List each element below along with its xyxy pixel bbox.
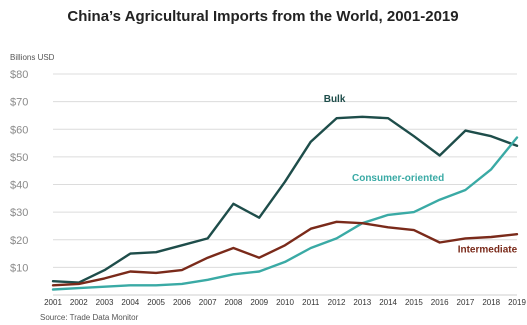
- x-tick-label: 2019: [508, 298, 526, 307]
- x-tick-label: 2010: [276, 298, 294, 307]
- series-line-consumer-oriented: [51, 136, 519, 291]
- series-line-bulk: [51, 115, 519, 284]
- x-tick-label: 2012: [328, 298, 346, 307]
- unit-label: Billions USD: [10, 53, 55, 62]
- y-axis-ticks: $80 $70 $60 $50 $40 $30 $20 $10: [10, 69, 28, 274]
- x-tick-label: 2007: [199, 298, 217, 307]
- y-tick-label: $40: [10, 180, 28, 192]
- y-tick-label: $50: [10, 152, 28, 164]
- x-tick-label: 2011: [302, 298, 320, 307]
- x-tick-label: 2017: [457, 298, 475, 307]
- x-tick-label: 2014: [379, 298, 397, 307]
- y-tick-label: $20: [10, 235, 28, 247]
- x-tick-label: 2013: [353, 298, 371, 307]
- series-labels: Bulk Consumer-oriented Intermediate: [324, 94, 518, 255]
- x-tick-label: 2001: [44, 298, 62, 307]
- series-line-intermediate: [51, 220, 519, 287]
- x-axis-ticks: 2001 2002 2003 2004 2005 2006 2007 2008 2009 2010…: [44, 298, 526, 307]
- y-tick-label: $80: [10, 69, 28, 81]
- x-tick-label: 2006: [173, 298, 191, 307]
- series-label-consumer-oriented: Consumer-oriented: [352, 173, 444, 184]
- x-tick-label: 2002: [70, 298, 88, 307]
- series-lines: [51, 115, 519, 291]
- source-note: Source: Trade Data Monitor: [40, 313, 139, 322]
- x-tick-label: 2004: [121, 298, 139, 307]
- x-tick-label: 2005: [147, 298, 165, 307]
- y-tick-label: $30: [10, 207, 28, 219]
- y-tick-label: $10: [10, 262, 28, 274]
- series-label-bulk: Bulk: [324, 94, 346, 105]
- x-tick-label: 2009: [250, 298, 268, 307]
- x-tick-label: 2018: [482, 298, 500, 307]
- gridlines: [53, 73, 517, 296]
- y-tick-label: $60: [10, 124, 28, 136]
- series-label-intermediate: Intermediate: [458, 244, 518, 255]
- y-tick-label: $70: [10, 97, 28, 109]
- x-tick-label: 2016: [431, 298, 449, 307]
- x-tick-label: 2003: [96, 298, 114, 307]
- x-tick-label: 2008: [225, 298, 243, 307]
- chart-title: China’s Agricultural Imports from the Wo…: [67, 8, 458, 25]
- x-tick-label: 2015: [405, 298, 423, 307]
